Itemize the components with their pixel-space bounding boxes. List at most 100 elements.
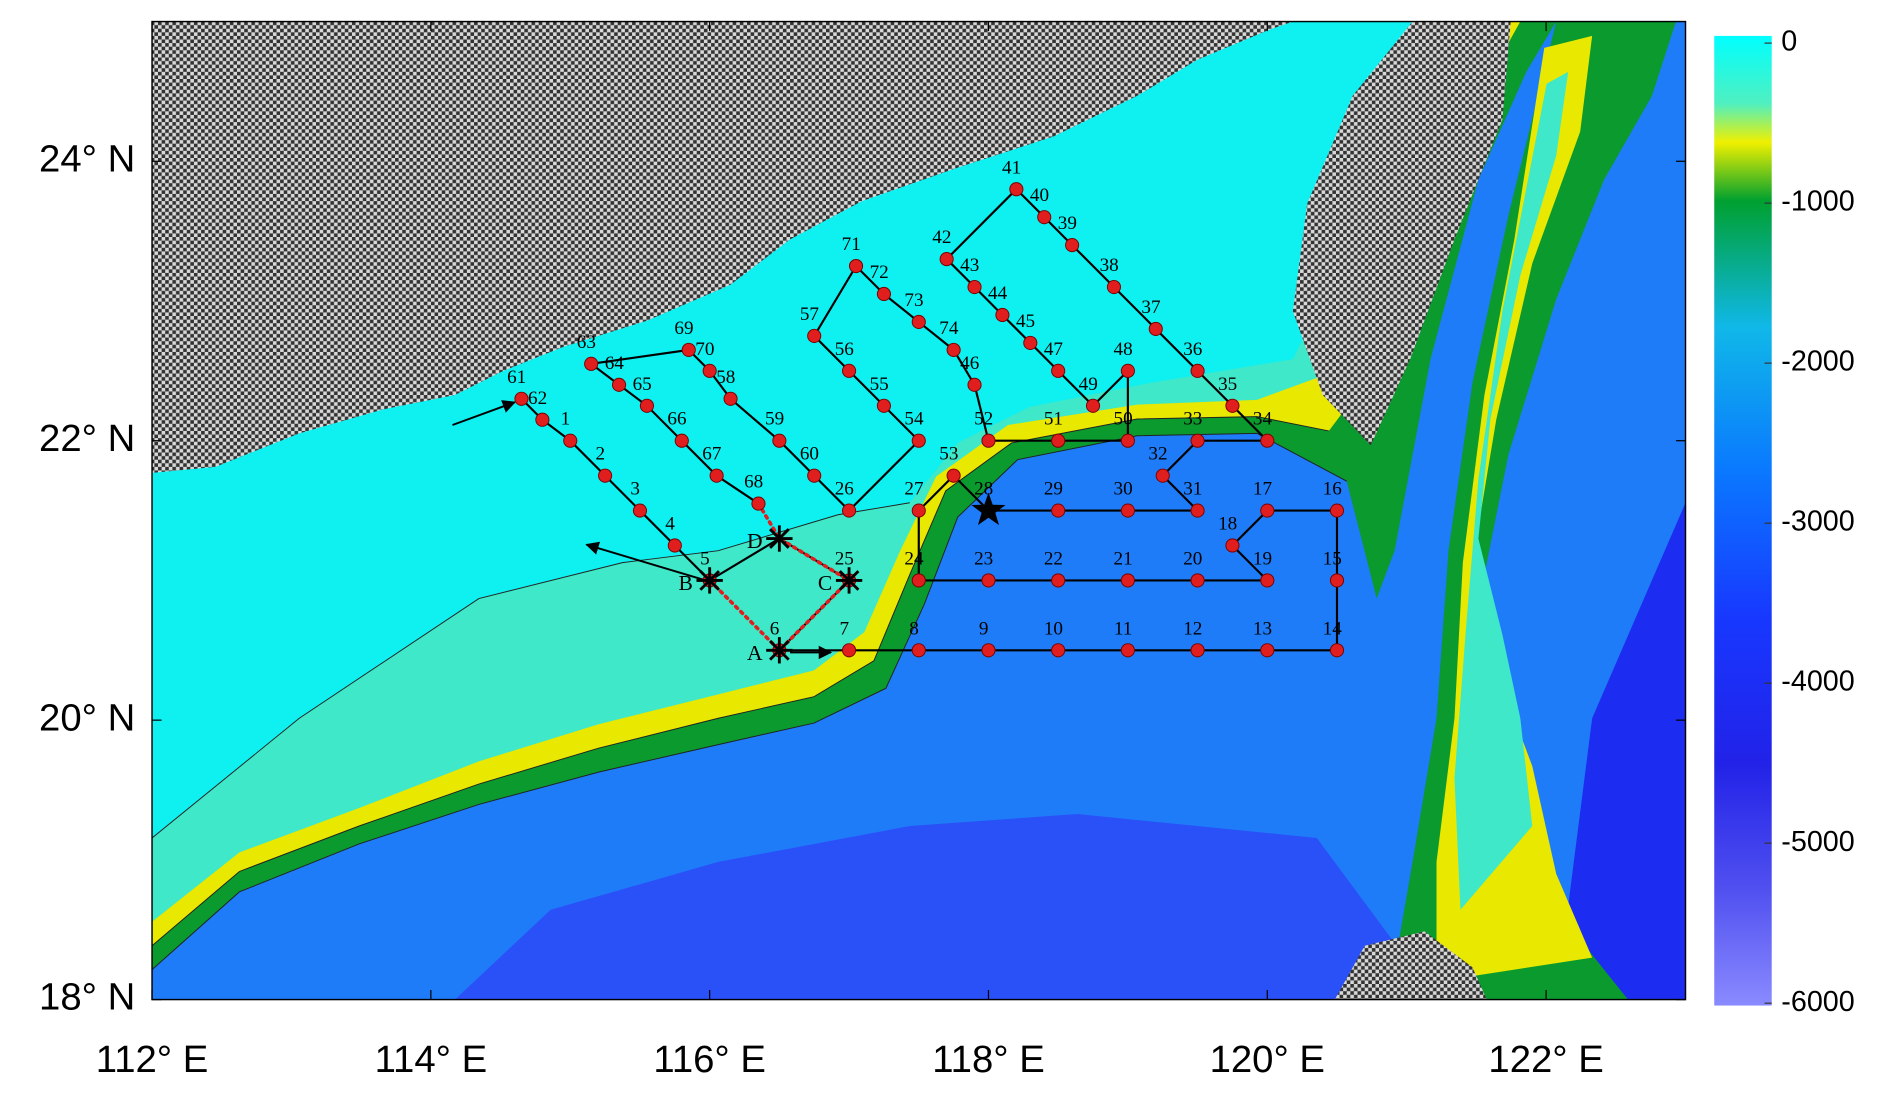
station bbox=[1051, 363, 1066, 378]
site-marker bbox=[696, 567, 723, 594]
station-label: 17 bbox=[1253, 479, 1273, 500]
station-label: 63 bbox=[577, 332, 596, 353]
station bbox=[667, 538, 682, 553]
station-label: 71 bbox=[842, 234, 861, 255]
station-label: 66 bbox=[667, 409, 686, 430]
station-label: 12 bbox=[1183, 618, 1202, 639]
station-label: 15 bbox=[1323, 548, 1342, 569]
station bbox=[1225, 538, 1240, 553]
station-label: 35 bbox=[1218, 374, 1237, 395]
station bbox=[1190, 363, 1205, 378]
station bbox=[632, 503, 648, 518]
colorbar-tick-label: -3000 bbox=[1781, 506, 1854, 538]
station bbox=[1260, 433, 1275, 448]
station bbox=[1329, 643, 1345, 658]
station-label: 14 bbox=[1323, 618, 1343, 639]
site-stroke bbox=[838, 570, 860, 591]
station-label: 18 bbox=[1218, 514, 1237, 535]
station bbox=[1051, 573, 1066, 588]
station bbox=[611, 377, 627, 392]
station-label: 13 bbox=[1253, 618, 1272, 639]
station bbox=[1051, 433, 1066, 448]
station-label: 69 bbox=[674, 318, 693, 339]
site-marker bbox=[766, 525, 793, 552]
station bbox=[911, 573, 926, 588]
station-label: 55 bbox=[870, 374, 889, 395]
station-label: 43 bbox=[960, 255, 979, 276]
site-label: A bbox=[747, 641, 763, 665]
station bbox=[1120, 643, 1135, 658]
station-label: 23 bbox=[974, 548, 993, 569]
station bbox=[1051, 643, 1066, 658]
station bbox=[1190, 573, 1205, 588]
station bbox=[939, 252, 954, 267]
station bbox=[995, 307, 1010, 323]
station-label: 39 bbox=[1058, 213, 1077, 234]
station-label: 19 bbox=[1253, 548, 1272, 569]
station-label: 36 bbox=[1183, 339, 1202, 360]
station bbox=[1225, 398, 1240, 413]
site-marker bbox=[835, 567, 863, 594]
station bbox=[1190, 503, 1205, 518]
station-label: 67 bbox=[702, 444, 722, 465]
station bbox=[639, 398, 654, 413]
station-label: 49 bbox=[1079, 374, 1098, 395]
station-label: 72 bbox=[870, 262, 889, 283]
station bbox=[1120, 503, 1135, 518]
y-tick-label: 20° N bbox=[39, 696, 135, 739]
x-tick-label: 118° E bbox=[932, 1038, 1045, 1081]
station-label: 27 bbox=[904, 479, 924, 500]
bathymetry bbox=[152, 21, 1686, 1000]
station-label: 38 bbox=[1100, 255, 1119, 276]
station-label: 26 bbox=[835, 479, 854, 500]
station-label: 45 bbox=[1016, 311, 1035, 332]
station-label: 51 bbox=[1044, 409, 1063, 430]
station bbox=[1085, 398, 1101, 413]
station bbox=[1260, 573, 1275, 588]
site-stroke bbox=[699, 570, 720, 591]
station bbox=[967, 377, 982, 392]
station-label: 22 bbox=[1044, 548, 1063, 569]
station bbox=[535, 412, 550, 427]
station bbox=[807, 468, 822, 483]
station-label: 24 bbox=[904, 548, 924, 569]
station-label: 73 bbox=[904, 290, 923, 311]
colorbar-tick-label: -6000 bbox=[1781, 986, 1854, 1018]
station-label: 7 bbox=[839, 618, 849, 639]
station bbox=[514, 391, 529, 406]
station-label: 58 bbox=[716, 367, 735, 388]
station-label: 62 bbox=[528, 388, 547, 409]
station bbox=[1120, 363, 1135, 378]
station-label: 29 bbox=[1044, 479, 1063, 500]
map: 112° E 114° E 116° E 118° E 120° E 122° E 18° … bbox=[39, 20, 1855, 1081]
station-label: 37 bbox=[1141, 297, 1161, 318]
site-stroke bbox=[769, 639, 790, 661]
station-star bbox=[971, 492, 1006, 526]
station bbox=[946, 468, 961, 483]
station-label: 10 bbox=[1044, 618, 1063, 639]
station-label: 57 bbox=[800, 304, 820, 325]
station bbox=[876, 398, 891, 413]
station bbox=[563, 433, 578, 448]
station-label: 52 bbox=[974, 409, 993, 430]
station-label: 3 bbox=[630, 479, 640, 500]
station bbox=[1190, 643, 1205, 658]
station-label: 11 bbox=[1114, 618, 1132, 639]
station-label: 64 bbox=[605, 353, 625, 374]
colorbar-tick-label: -1000 bbox=[1781, 186, 1854, 218]
y-tick-label: 24° N bbox=[39, 137, 135, 180]
station-label: 44 bbox=[988, 283, 1008, 304]
site-stroke bbox=[769, 528, 790, 549]
site-label: B bbox=[679, 571, 693, 595]
station bbox=[981, 433, 996, 448]
station bbox=[848, 258, 864, 274]
x-tick-label: 122° E bbox=[1488, 1038, 1603, 1081]
station bbox=[1148, 321, 1163, 336]
station bbox=[598, 468, 613, 483]
station bbox=[1009, 182, 1024, 197]
station bbox=[1155, 468, 1170, 483]
station bbox=[842, 363, 857, 378]
station bbox=[1329, 573, 1345, 588]
station bbox=[911, 503, 926, 518]
